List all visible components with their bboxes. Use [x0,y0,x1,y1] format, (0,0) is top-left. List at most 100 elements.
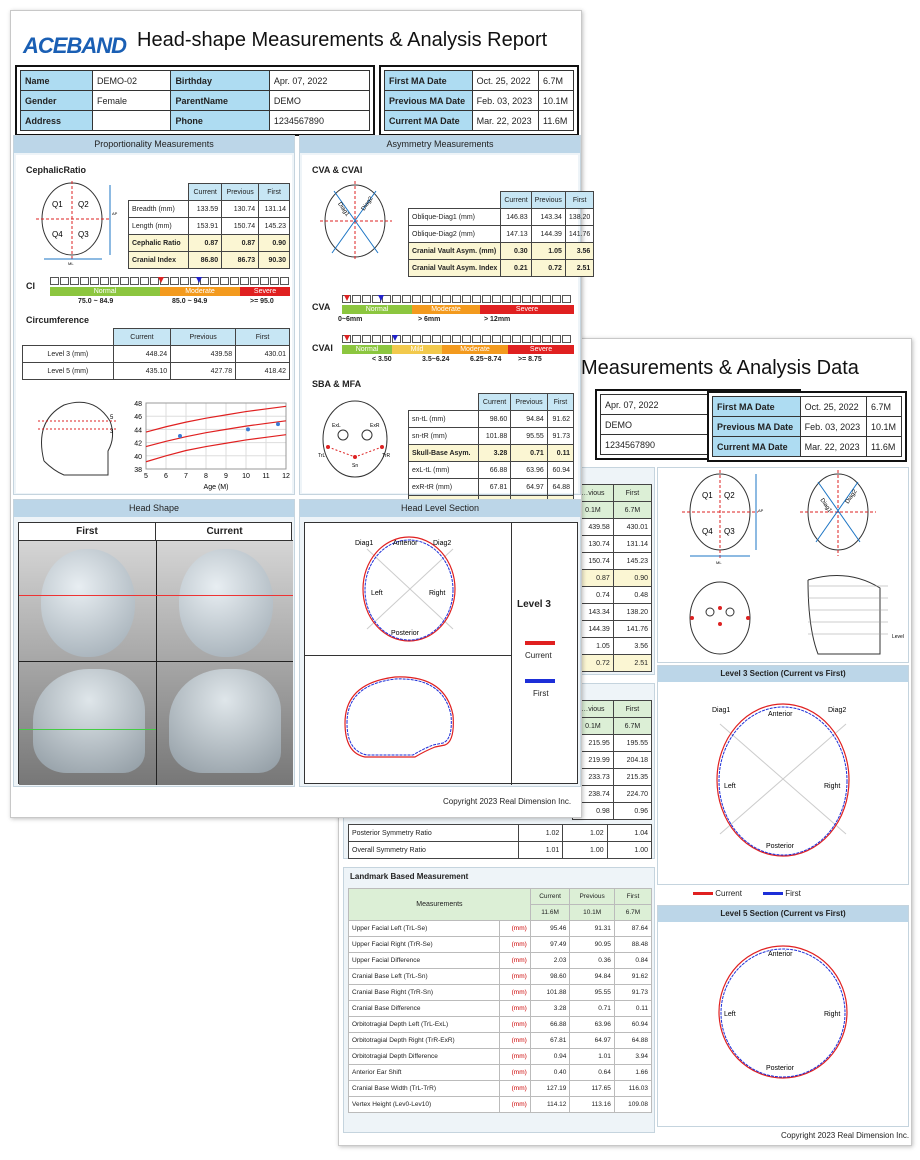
scale-cell [512,295,521,303]
svg-text:ExL: ExL [332,423,341,429]
side-level-diagram: Level [807,575,904,655]
scale-cell [110,277,119,285]
asymmetry-title: Asymmetry Measurements [300,136,580,153]
svg-text:Q2: Q2 [78,200,89,209]
col-first: First [612,700,653,718]
table-row: Cephalic Ratio 0.87 0.87 0.90 [127,234,290,252]
table-row: 150.74 145.23 [572,552,653,570]
table-row: Level 5 (mm) 435.10 427.78 418.42 [22,362,290,380]
head-shape-title: Head Shape [14,500,294,517]
ma-first-label: First MA Date [712,396,801,417]
growth-chart: 38 40 42 44 46 48 5 6 7 8 9 10 11 12 Age (M) [134,401,290,491]
col-previous: …vious [572,484,614,502]
table-row: 1.05 3.56 [572,637,653,655]
cephalic-table: Current Previous First Breadth (mm) 133.59 1… [127,183,290,269]
cva-scale-label: CVA [312,302,331,312]
col-first: First [613,888,653,905]
landmark-title: Landmark Based Measurement [350,872,469,881]
ci-severe-band: Severe [240,287,290,296]
age-first: 6.7M [613,904,653,921]
growth-curve [145,405,287,433]
current-ma-date: Mar. 22, 2023 [471,110,540,131]
scale-cell [542,295,551,303]
proportionality-panel: Proportionality Measurements CephalicRat… [13,135,295,495]
diag-head-diagram: Diag1 Diag2 [320,181,392,261]
svg-text:Diag1: Diag1 [355,540,373,547]
age-previous: 10.1M [569,904,615,921]
svg-text:Anterior: Anterior [393,540,418,547]
svg-text:Q3: Q3 [724,527,735,536]
svg-text:Left: Left [371,590,383,597]
table-row: Overall Symmetry Ratio 1.01 1.00 1.00 [348,841,653,859]
growth-curve [145,420,287,448]
table-row: Skull-Base Asym. 3.28 0.71 0.11 [408,444,575,462]
reference-head-diagrams: Q1 Q2 Q4 Q3 AP ML Diag1 Diag2 [682,470,904,655]
scale-cell [352,295,361,303]
table-row: Posterior Symmetry Ratio 1.02 1.02 1.04 [348,824,653,842]
legend-current-label: Current [525,651,552,660]
cephalic-head-diagram: Q1 Q2 Q4 Q3 AP ML [36,181,118,265]
table-row: 0.74 0.48 [572,586,653,604]
table-row: Cranial Base Left (TrL-Sn) (mm) 98.60 94.84… [347,968,653,985]
table-row: 0.87 0.90 [572,569,653,587]
scale-cell [452,295,461,303]
ci-normal-band: Normal [50,287,160,296]
table-row: 219.99 204.18 [572,751,653,769]
y-tick-label: 38 [134,467,142,474]
back-measure-table-2: …vious First 0.1M 6.7M 215.95 195.55 219.99 2… [572,700,653,820]
level3-section-plot: Diag1 Diag2 Anterior Left Right Posterio… [712,703,850,857]
x-tick-label: 9 [224,473,228,480]
table-row: sn-tR (mm) 101.88 95.55 91.73 [408,427,575,445]
ci-label: CI [26,281,35,291]
scale-cell [210,277,219,285]
ma-current-label: Current MA Date [712,436,801,457]
scale-cell [402,295,411,303]
x-axis-label: Age (M) [204,484,229,491]
scale-cell [100,277,109,285]
svg-text:3: 3 [110,429,114,435]
scale-cell [482,295,491,303]
scale-cell [392,295,401,303]
head-shape-first-col: First [19,523,156,541]
svg-text:Q4: Q4 [702,527,713,536]
table-row: exL-tL (mm) 66.88 63.96 60.94 [408,461,575,479]
scale-cell [90,277,99,285]
svg-text:Right: Right [429,590,445,597]
svg-text:Diag2: Diag2 [828,707,846,714]
table-row: Orbitotragial Depth Right (TrR-ExR) (mm) 6… [347,1032,653,1049]
level-section-top-plot: Diag1 Diag2 Anterior Left Right Posterio… [355,536,456,642]
svg-text:Left: Left [724,1011,736,1018]
y-tick-label: 42 [134,441,142,448]
table-row: 0.72 2.51 [572,654,653,672]
table-row: Oblique-Diag1 (mm) 146.83 143.34 138.20 [407,208,595,226]
plot-frame [145,402,287,470]
y-tick-label: 44 [134,427,142,434]
scale-cell [362,335,371,343]
ci-scale: Normal Moderate Severe 75.0 ~ 84.9 85.0 … [50,277,290,317]
svg-text:Q2: Q2 [724,491,735,500]
col-first: First [612,484,653,502]
ci-range-normal: 75.0 ~ 84.9 [78,298,114,305]
phone-value: 1234567890 [268,110,371,131]
table-row: 215.95 195.55 [572,734,653,752]
table-row: Oblique-Diag2 (mm) 147.13 144.39 141.76 [407,225,595,243]
scale-cell [372,335,381,343]
first-ma-age: 6.7M [538,70,574,91]
svg-text:Right: Right [824,783,840,790]
svg-text:ML: ML [68,261,74,265]
top-diag-head: Diag1 Diag2 [800,470,876,556]
ma-current-date: Mar. 22, 2023 [799,436,868,457]
svg-text:Posterior: Posterior [766,843,795,850]
scale-cell [562,335,571,343]
legend-first-swatch [525,679,555,683]
svg-text:Level: Level [892,634,904,640]
svg-text:Diag2: Diag2 [845,488,859,505]
back-page-title: Measurements & Analysis Data [581,357,859,379]
svg-text:Posterior: Posterior [391,630,420,637]
ma-current-age: 11.6M [866,436,902,457]
circumference-table: Current Previous First Level 3 (mm) 448.24 4… [22,328,290,380]
svg-text:TrL: TrL [318,453,326,459]
cvai-scale: Normal Mild Moderate Severe < 3.50 3.5~6… [342,335,576,365]
scale-cell [422,335,431,343]
back-ma-dates: First MA Date Oct. 25, 2022 6.7M Previous … [707,391,907,462]
